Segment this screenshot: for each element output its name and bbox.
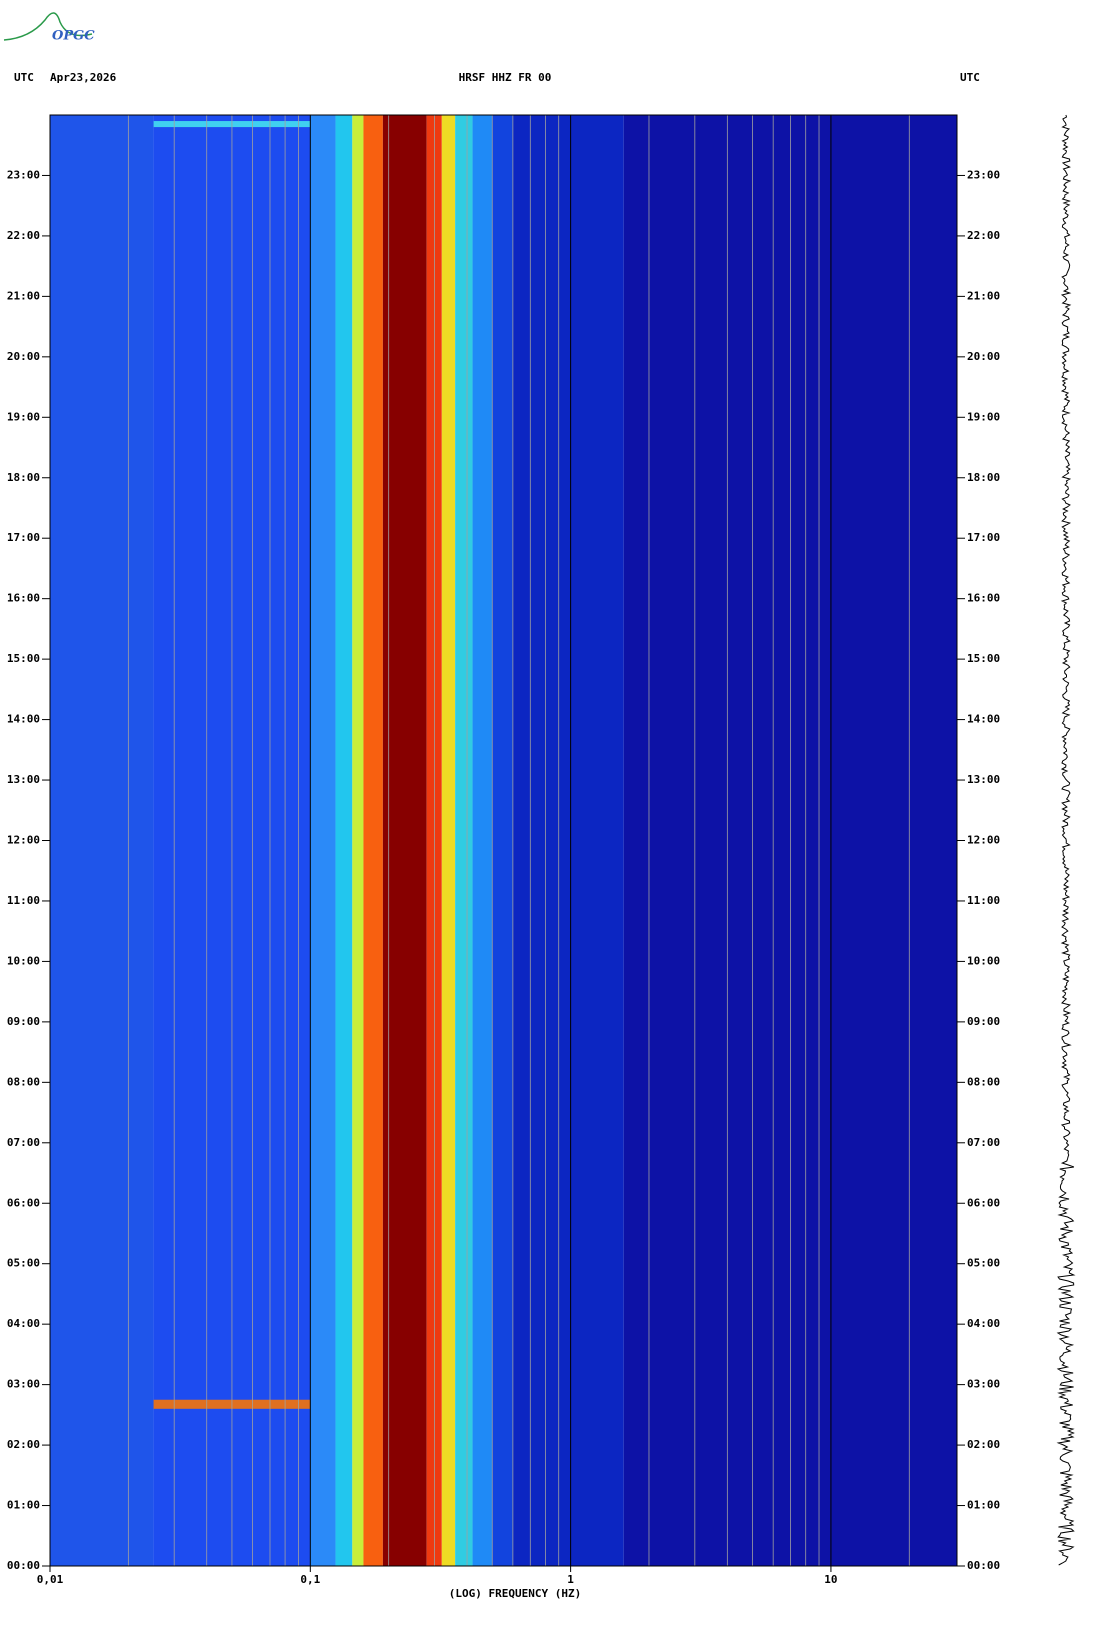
y-tick-label-right: 05:00 <box>967 1257 1000 1270</box>
spectrum-band <box>352 115 364 1566</box>
spectrum-band <box>310 115 336 1566</box>
y-tick-label-left: 08:00 <box>7 1075 40 1088</box>
chart-title: HRSF HHZ FR 00 <box>459 71 552 84</box>
y-tick-label-left: 04:00 <box>7 1317 40 1330</box>
y-tick-label-left: 22:00 <box>7 229 40 242</box>
y-tick-label-left: 19:00 <box>7 410 40 423</box>
y-tick-label-left: 00:00 <box>7 1559 40 1572</box>
y-tick-label-left: 17:00 <box>7 531 40 544</box>
spectrum-band <box>455 115 473 1566</box>
plot-frame <box>49 114 958 1567</box>
y-tick-label-left: 09:00 <box>7 1015 40 1028</box>
y-tick-label-right: 21:00 <box>967 289 1000 302</box>
x-tick-label: 1 <box>567 1573 574 1586</box>
y-tick-label-right: 10:00 <box>967 954 1000 967</box>
y-tick-label-left: 07:00 <box>7 1136 40 1149</box>
y-tick-label-left: 11:00 <box>7 894 40 907</box>
y-tick-label-right: 22:00 <box>967 229 1000 242</box>
y-tick-label-left: 18:00 <box>7 471 40 484</box>
y-tick-label-left: 20:00 <box>7 350 40 363</box>
x-tick-label: 10 <box>824 1573 837 1586</box>
y-tick-label-right: 17:00 <box>967 531 1000 544</box>
spectrum-band <box>363 115 383 1566</box>
spectrum-band <box>472 115 493 1566</box>
y-tick-label-right: 16:00 <box>967 592 1000 605</box>
right-zone: UTC <box>960 71 980 84</box>
x-axis-label: (LOG) FREQUENCY (HZ) <box>449 1587 581 1600</box>
y-tick-label-right: 07:00 <box>967 1136 1000 1149</box>
y-tick-label-right: 12:00 <box>967 834 1000 847</box>
y-tick-label-left: 12:00 <box>7 834 40 847</box>
y-tick-label-right: 04:00 <box>967 1317 1000 1330</box>
y-tick-label-right: 02:00 <box>967 1438 1000 1451</box>
y-tick-label-right: 14:00 <box>967 713 1000 726</box>
y-tick-label-left: 13:00 <box>7 773 40 786</box>
y-tick-label-right: 06:00 <box>967 1196 1000 1209</box>
y-tick-label-left: 14:00 <box>7 713 40 726</box>
y-tick-label-right: 08:00 <box>967 1075 1000 1088</box>
spectrum-band <box>382 115 427 1566</box>
y-tick-label-right: 19:00 <box>967 410 1000 423</box>
left-zone: UTC <box>14 71 34 84</box>
y-tick-label-left: 01:00 <box>7 1499 40 1512</box>
spectrum-band <box>335 115 353 1566</box>
logo-curve <box>3 12 93 41</box>
y-tick-label-right: 00:00 <box>967 1559 1000 1572</box>
y-tick-label-left: 03:00 <box>7 1378 40 1391</box>
y-tick-label-right: 03:00 <box>967 1378 1000 1391</box>
y-tick-label-left: 05:00 <box>7 1257 40 1270</box>
y-tick-label-left: 21:00 <box>7 289 40 302</box>
spectrum-band <box>492 115 513 1566</box>
y-tick-label-left: 23:00 <box>7 168 40 181</box>
spectrum-band <box>441 115 456 1566</box>
y-tick-label-right: 13:00 <box>967 773 1000 786</box>
logo: OPGC <box>52 29 95 44</box>
y-tick-label-left: 15:00 <box>7 652 40 665</box>
y-tick-label-left: 02:00 <box>7 1438 40 1451</box>
y-tick-label-right: 15:00 <box>967 652 1000 665</box>
y-tick-label-right: 23:00 <box>967 168 1000 181</box>
y-tick-label-left: 06:00 <box>7 1196 40 1209</box>
x-tick-label: 0,01 <box>37 1573 64 1586</box>
spectrum-band <box>50 115 154 1566</box>
y-tick-label-right: 11:00 <box>967 894 1000 907</box>
spectrum-band <box>512 115 624 1566</box>
y-tick-label-left: 10:00 <box>7 954 40 967</box>
y-tick-label-right: 18:00 <box>967 471 1000 484</box>
waveform <box>1056 114 1076 1566</box>
date: Apr23,2026 <box>50 71 117 84</box>
x-tick-label: 0,1 <box>300 1573 320 1586</box>
y-tick-label-right: 01:00 <box>967 1499 1000 1512</box>
y-tick-label-left: 16:00 <box>7 592 40 605</box>
y-tick-label-right: 20:00 <box>967 350 1000 363</box>
y-tick-label-right: 09:00 <box>967 1015 1000 1028</box>
